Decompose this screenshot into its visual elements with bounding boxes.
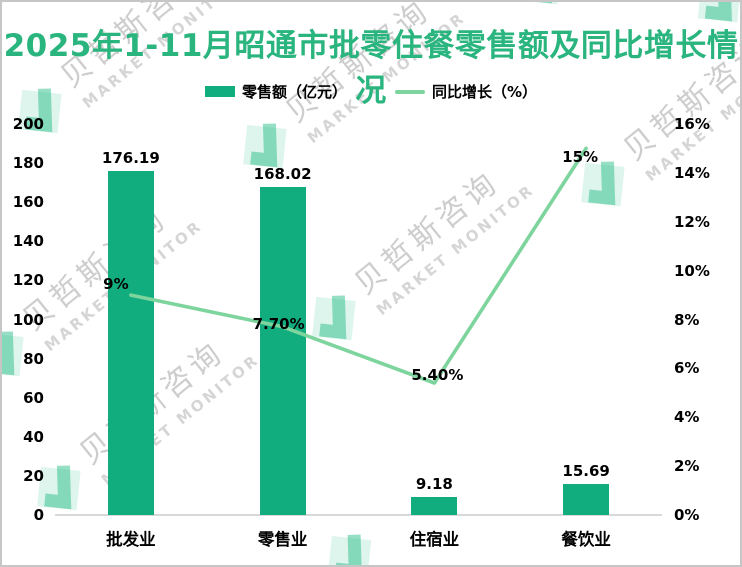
- legend-label: 同比增长（%）: [431, 83, 538, 101]
- bar-value-label: 9.18: [415, 475, 453, 494]
- legend: 零售额（亿元） 同比增长（%）: [2, 81, 740, 102]
- x-axis-category-label: 批发业: [106, 530, 156, 549]
- x-axis-category-label: 零售业: [257, 530, 308, 549]
- line-value-label: 9%: [103, 275, 129, 294]
- y-axis-tick-left: 180: [12, 154, 44, 173]
- y-axis-tick-left: 100: [12, 310, 44, 329]
- y-axis-tick-right: 8%: [674, 310, 700, 329]
- y-axis-tick-left: 0: [33, 506, 44, 524]
- y-axis-tick-left: 20: [23, 466, 44, 485]
- x-axis-line: [55, 514, 662, 516]
- bar-value-label: 176.19: [101, 148, 160, 167]
- bar-批发业: [107, 170, 154, 515]
- y-axis-tick-right: 2%: [674, 457, 700, 476]
- y-axis-tick-right: 16%: [674, 115, 710, 133]
- legend-label: 零售额（亿元）: [241, 83, 347, 101]
- legend-item-line: 同比增长（%）: [394, 81, 538, 102]
- bar-零售业: [259, 186, 306, 515]
- line-value-label: 5.40%: [411, 366, 464, 385]
- y-axis-tick-left: 120: [12, 271, 44, 290]
- y-axis-tick-left: 80: [23, 349, 44, 368]
- y-axis-tick-left: 60: [23, 388, 44, 407]
- legend-item-bar: 零售额（亿元）: [204, 81, 347, 102]
- line-value-label: 7.70%: [252, 314, 305, 333]
- y-axis-tick-right: 10%: [674, 261, 710, 280]
- page-title: 2025年1-11月昭通市批零住餐零售额及同比增长情况: [3, 28, 739, 109]
- y-axis-tick-right: 14%: [674, 163, 710, 182]
- bar-value-label: 168.02: [253, 164, 312, 183]
- y-axis-tick-left: 160: [12, 193, 44, 212]
- y-axis-tick-right: 0%: [674, 506, 700, 524]
- y-axis-tick-right: 6%: [674, 359, 700, 378]
- y-axis-tick-right: 12%: [674, 212, 710, 231]
- x-axis-category-label: 餐饮业: [561, 530, 611, 549]
- y-axis-tick-left: 140: [12, 232, 44, 251]
- bar-swatch-icon: [204, 86, 235, 97]
- bar-餐饮业: [563, 484, 610, 515]
- y-axis-tick-right: 4%: [674, 408, 700, 427]
- y-axis-tick-left: 40: [23, 427, 44, 446]
- bar-住宿业: [411, 497, 458, 515]
- bar-value-label: 15.69: [562, 462, 610, 481]
- line-swatch-icon: [394, 89, 425, 94]
- x-axis-category-label: 住宿业: [409, 530, 460, 549]
- line-value-label: 15%: [562, 148, 599, 167]
